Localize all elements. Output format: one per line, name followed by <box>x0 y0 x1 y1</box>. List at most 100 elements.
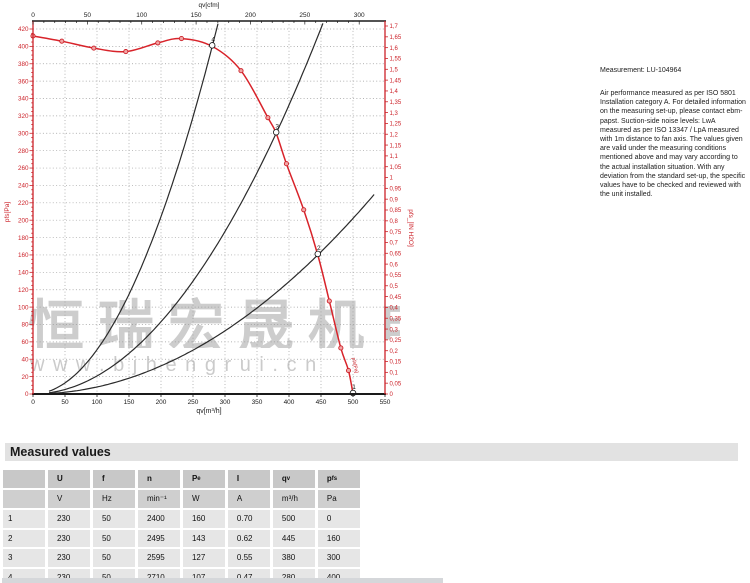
unit-cell: V <box>47 490 91 508</box>
bottom-tick-label: 400 <box>284 399 295 406</box>
right-tick-label: 0,1 <box>390 371 399 377</box>
right-tick-label: 0,65 <box>390 251 402 257</box>
right-tick-label: 1,1 <box>390 154 399 160</box>
left-tick-label: 180 <box>18 235 29 242</box>
bottom-tick-label: 450 <box>316 399 327 406</box>
top-tick-label: 300 <box>354 12 365 19</box>
top-tick-label: 250 <box>299 12 310 19</box>
right-tick-label: 1,2 <box>390 132 399 138</box>
unit-cell: Hz <box>92 490 136 508</box>
curve-end-label: pfs[Pa] <box>350 357 359 374</box>
left-tick-label: 140 <box>18 270 29 277</box>
value-cell: 230 <box>47 549 91 567</box>
value-cell: 300 <box>317 549 361 567</box>
value-cell: 230 <box>47 510 91 528</box>
operating-point-3 <box>273 129 280 136</box>
value-cell: 50 <box>92 529 136 547</box>
bottom-tick-label: 300 <box>220 399 231 406</box>
value-cell: 2400 <box>137 510 181 528</box>
bottom-axis-title: qv[m³/h] <box>196 408 221 415</box>
measured-values-title: Measured values <box>10 445 111 459</box>
bottom-tick-label: 0 <box>31 399 35 406</box>
bottom-tick-label: 150 <box>124 399 135 406</box>
right-tick-label: 0,25 <box>390 338 402 344</box>
row-number-cell: 1 <box>3 510 46 528</box>
measured-dot <box>283 161 289 167</box>
left-tick-label: 360 <box>18 78 29 85</box>
right-tick-label: 1,55 <box>390 57 402 63</box>
measured-dot <box>123 49 129 55</box>
table-data-row: 2 230 50 2495 143 0.62 445 160 <box>3 529 363 547</box>
value-cell: 230 <box>47 529 91 547</box>
measured-dot <box>59 38 65 44</box>
left-tick-label: 60 <box>21 339 29 346</box>
right-tick-label: 0,15 <box>390 360 402 366</box>
right-tick-label: 0,55 <box>390 273 402 279</box>
right-tick-label: 0,5 <box>390 284 399 290</box>
operating-point-label: 4 <box>211 36 215 43</box>
left-tick-label: 260 <box>18 165 29 172</box>
header-cell: p fs <box>317 470 361 488</box>
bottom-tick-label: 350 <box>252 399 263 406</box>
unit-cell: min⁻¹ <box>137 490 181 508</box>
system-curve-through-point-3 <box>48 23 324 394</box>
left-tick-label: 200 <box>18 217 29 224</box>
measured-dot <box>326 298 332 304</box>
header-cell: f <box>92 470 136 488</box>
left-axis-title: pfs[Pa] <box>4 202 11 222</box>
operating-point-label: 3 <box>275 123 279 130</box>
left-tick-label: 400 <box>18 44 29 51</box>
value-cell: 380 <box>272 549 316 567</box>
right-tick-label: 1 <box>390 176 394 182</box>
value-cell: 0.70 <box>227 510 271 528</box>
bottom-cropped-band <box>2 578 443 583</box>
measured-dot <box>238 68 244 74</box>
left-tick-label: 380 <box>18 61 29 68</box>
value-cell: 2495 <box>137 529 181 547</box>
left-tick-label: 220 <box>18 200 29 207</box>
operating-point-label: 2 <box>317 245 321 252</box>
top-tick-label: 0 <box>31 12 35 19</box>
right-tick-label: 0,6 <box>390 262 399 268</box>
value-cell: 2595 <box>137 549 181 567</box>
right-tick-label: 0,85 <box>390 208 402 214</box>
table-data-row: 1 230 50 2400 160 0.70 500 0 <box>3 510 363 528</box>
value-cell: 127 <box>182 549 226 567</box>
unit-cell <box>3 490 46 508</box>
right-tick-label: 0,75 <box>390 230 402 236</box>
value-cell: 50 <box>92 510 136 528</box>
left-tick-label: 320 <box>18 113 29 120</box>
left-tick-label: 20 <box>21 374 29 381</box>
measured-dot <box>301 207 307 213</box>
left-tick-label: 280 <box>18 148 29 155</box>
right-tick-label: 1,35 <box>390 100 402 106</box>
right-tick-label: 1,5 <box>390 67 399 73</box>
operating-point-label: 1 <box>352 384 356 391</box>
measured-dot <box>178 36 185 42</box>
top-tick-label: 200 <box>245 12 256 19</box>
value-cell: 0.55 <box>227 549 271 567</box>
right-tick-label: 0,95 <box>390 187 402 193</box>
unit-cell: A <box>227 490 271 508</box>
right-tick-label: 1,05 <box>390 165 402 171</box>
fan-pressure-curve <box>32 35 354 395</box>
value-cell: 160 <box>317 529 361 547</box>
value-cell: 0 <box>317 510 361 528</box>
bottom-tick-label: 200 <box>156 399 167 406</box>
table-data-row: 3 230 50 2595 127 0.55 380 300 <box>3 549 363 567</box>
value-cell: 143 <box>182 529 226 547</box>
right-tick-label: 1,45 <box>390 78 402 84</box>
unit-cell: W <box>182 490 226 508</box>
right-axis-title: pfs_[IN H2O] <box>407 209 414 247</box>
left-tick-label: 120 <box>18 287 29 294</box>
value-cell: 445 <box>272 529 316 547</box>
header-cell: n <box>137 470 181 488</box>
left-tick-label: 240 <box>18 183 29 190</box>
measured-dot <box>265 115 271 121</box>
measured-dot <box>91 45 97 51</box>
